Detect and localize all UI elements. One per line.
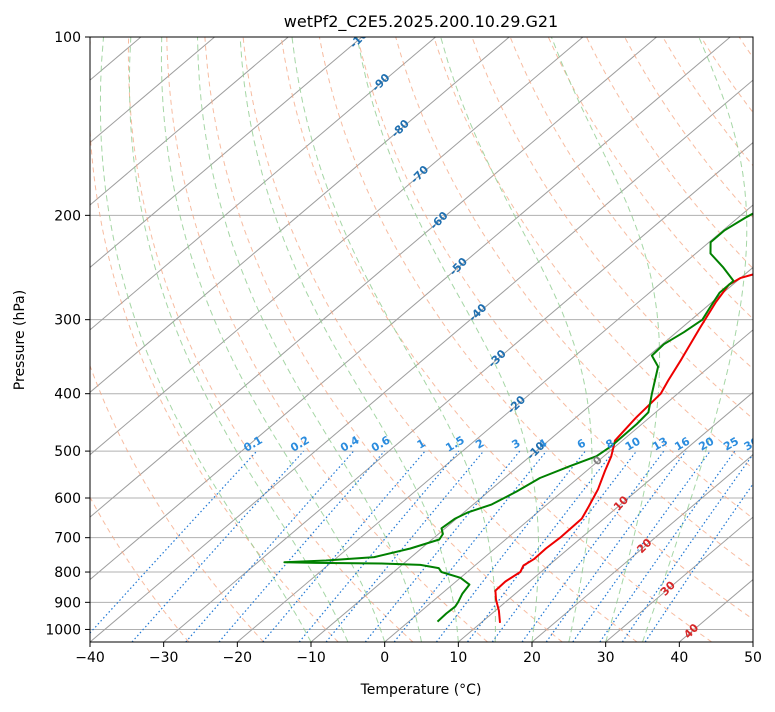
y-tick-label: 200 — [54, 208, 81, 224]
y-tick-label: 900 — [54, 595, 81, 611]
y-tick-label: 800 — [54, 565, 81, 581]
x-tick-label: −10 — [296, 650, 326, 666]
x-tick-label: −40 — [75, 650, 105, 666]
x-tick-label: −20 — [223, 650, 253, 666]
x-tick-label: 40 — [670, 650, 688, 666]
x-tick-label: 20 — [523, 650, 541, 666]
y-tick-label: 300 — [54, 313, 81, 329]
y-axis-label: Pressure (hPa) — [12, 290, 28, 390]
y-tick-label: 400 — [54, 387, 81, 403]
y-tick-label: 100 — [54, 30, 81, 46]
y-tick-label: 500 — [54, 444, 81, 460]
x-tick-label: 0 — [380, 650, 389, 666]
chart-title: wetPf2_C2E5.2025.200.10.29.G21 — [284, 12, 558, 32]
y-tick-label: 700 — [54, 531, 81, 547]
x-axis-label: Temperature (°C) — [360, 682, 482, 698]
x-tick-label: 50 — [744, 650, 762, 666]
y-tick-label: 600 — [54, 491, 81, 507]
y-tick-label: 1000 — [45, 622, 81, 638]
x-tick-label: 30 — [597, 650, 615, 666]
x-tick-label: −30 — [149, 650, 179, 666]
x-tick-label: 10 — [449, 650, 467, 666]
